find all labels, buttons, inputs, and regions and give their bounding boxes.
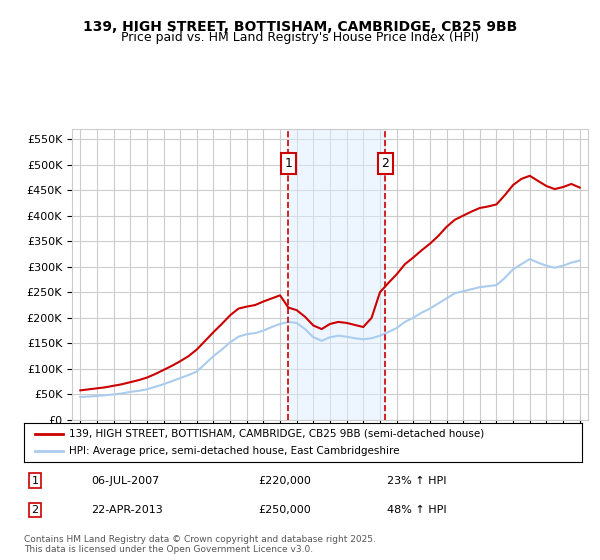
Bar [289, 129, 385, 420]
Text: Contains HM Land Registry data © Crown copyright and database right 2025.
This d: Contains HM Land Registry data © Crown c… [24, 535, 376, 554]
Text: 1: 1 [32, 475, 38, 486]
Text: 48% ↑ HPI: 48% ↑ HPI [387, 505, 446, 515]
Text: 139, HIGH STREET, BOTTISHAM, CAMBRIDGE, CB25 9BB: 139, HIGH STREET, BOTTISHAM, CAMBRIDGE, … [83, 20, 517, 34]
Text: 1: 1 [284, 157, 292, 170]
Text: 06-JUL-2007: 06-JUL-2007 [91, 475, 159, 486]
Text: HPI: Average price, semi-detached house, East Cambridgeshire: HPI: Average price, semi-detached house,… [68, 446, 399, 456]
Text: 23% ↑ HPI: 23% ↑ HPI [387, 475, 446, 486]
Text: 2: 2 [382, 157, 389, 170]
Text: 22-APR-2013: 22-APR-2013 [91, 505, 163, 515]
Text: £220,000: £220,000 [259, 475, 311, 486]
Text: £250,000: £250,000 [259, 505, 311, 515]
Text: 139, HIGH STREET, BOTTISHAM, CAMBRIDGE, CB25 9BB (semi-detached house): 139, HIGH STREET, BOTTISHAM, CAMBRIDGE, … [68, 429, 484, 439]
Text: 2: 2 [32, 505, 39, 515]
Text: Price paid vs. HM Land Registry's House Price Index (HPI): Price paid vs. HM Land Registry's House … [121, 31, 479, 44]
